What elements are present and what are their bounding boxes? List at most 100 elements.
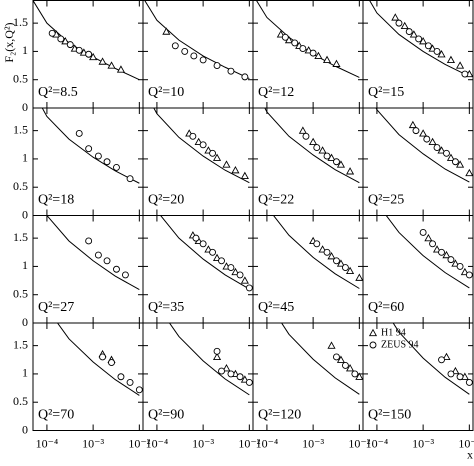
circle-marker — [126, 175, 134, 183]
circle-marker — [113, 163, 120, 171]
circle-marker — [192, 234, 200, 242]
triangle-marker — [355, 273, 363, 281]
circle-marker — [181, 47, 189, 55]
y-tick-label: 0.5 — [13, 179, 28, 193]
fit-curve — [369, 0, 470, 77]
circle-marker — [213, 347, 221, 355]
circle-marker — [415, 35, 423, 43]
circle-marker — [103, 158, 111, 166]
circle-marker — [117, 373, 125, 381]
circle-marker — [433, 47, 441, 55]
circle-marker — [75, 130, 83, 137]
x-tick-label: 10⁻⁴ — [146, 436, 169, 450]
circle-marker — [209, 248, 217, 256]
y-tick-label: 0 — [22, 422, 28, 436]
panel-label: Q²=20 — [148, 193, 184, 208]
circle-marker — [209, 149, 217, 157]
circle-marker — [218, 367, 225, 375]
panel-label: Q²=10 — [148, 85, 184, 100]
panel-frame — [362, 322, 474, 431]
fit-curve — [41, 108, 140, 184]
circle-marker — [333, 353, 340, 361]
circle-marker — [281, 33, 289, 41]
circle-marker — [323, 248, 331, 256]
circle-marker — [369, 341, 377, 349]
fit-curve — [46, 215, 140, 291]
triangle-marker — [98, 57, 107, 65]
circle-marker — [108, 359, 115, 367]
panel — [56, 323, 143, 396]
circle-marker — [405, 28, 413, 36]
circle-marker — [99, 353, 107, 361]
circle-marker — [121, 271, 129, 279]
panel — [46, 215, 140, 291]
legend-label: H1 94 — [381, 327, 406, 338]
triangle-marker — [408, 120, 417, 129]
circle-marker — [241, 73, 249, 81]
circle-marker — [351, 370, 359, 378]
triangle-marker — [327, 252, 336, 260]
circle-marker — [245, 284, 253, 292]
circle-marker — [190, 52, 198, 60]
triangle-marker — [368, 328, 378, 337]
triangle-marker — [332, 59, 341, 67]
triangle-marker — [162, 27, 171, 35]
y-tick-label: 1.5 — [13, 122, 28, 136]
panel — [144, 0, 250, 81]
panel — [153, 108, 250, 184]
circle-marker — [341, 361, 349, 369]
circle-marker — [199, 141, 207, 149]
fit-curve — [264, 108, 360, 184]
triangle-marker — [446, 153, 456, 161]
circle-marker — [48, 29, 56, 37]
y-tick-label: 0 — [22, 207, 28, 221]
panel — [392, 323, 473, 395]
circle-marker — [199, 56, 207, 64]
circle-marker — [456, 262, 464, 270]
circle-marker — [323, 152, 331, 160]
panel-label: Q²=150 — [368, 408, 411, 423]
circle-marker — [75, 46, 83, 54]
triangle-marker — [442, 250, 451, 259]
circle-marker — [313, 240, 321, 248]
triangle-marker — [437, 50, 446, 58]
circle-marker — [412, 127, 420, 135]
y-tick-label: 1 — [22, 258, 28, 272]
x-tick-label: 10⁻⁴ — [366, 436, 389, 450]
circle-marker — [451, 158, 459, 166]
panel-label: Q²=90 — [148, 408, 184, 423]
triangle-marker — [391, 13, 400, 21]
y-tick-label: 1.5 — [13, 337, 28, 351]
panel — [41, 108, 140, 184]
triangle-marker — [419, 129, 428, 137]
circle-marker — [341, 264, 349, 272]
triangle-marker — [336, 160, 346, 168]
circle-marker — [66, 41, 74, 49]
circle-marker — [299, 45, 307, 53]
circle-marker — [465, 378, 473, 386]
x-tick-label: 10⁻² — [238, 436, 260, 450]
circle-marker — [227, 67, 235, 75]
y-tick-label: 0.5 — [13, 286, 28, 300]
circle-marker — [447, 256, 455, 264]
circle-marker — [302, 132, 310, 140]
circle-marker — [447, 370, 455, 378]
y-tick-label: 1 — [22, 366, 28, 380]
x-tick-label: 10⁻³ — [192, 436, 214, 450]
circle-marker — [135, 386, 143, 394]
circle-marker — [85, 237, 93, 245]
triangle-marker — [222, 364, 231, 372]
panel-label: Q²=27 — [38, 300, 74, 315]
circle-marker — [423, 135, 431, 143]
triangle-marker — [212, 352, 222, 361]
triangle-marker — [222, 160, 231, 168]
triangle-marker — [400, 21, 409, 30]
panel — [159, 215, 253, 292]
panel — [375, 108, 473, 183]
circle-marker — [213, 62, 221, 70]
circle-marker — [189, 132, 197, 140]
y-axis-label: F₂(x,Q²) — [2, 22, 16, 62]
fit-curve — [153, 108, 250, 184]
triangle-marker — [309, 137, 318, 146]
circle-marker — [333, 257, 340, 265]
